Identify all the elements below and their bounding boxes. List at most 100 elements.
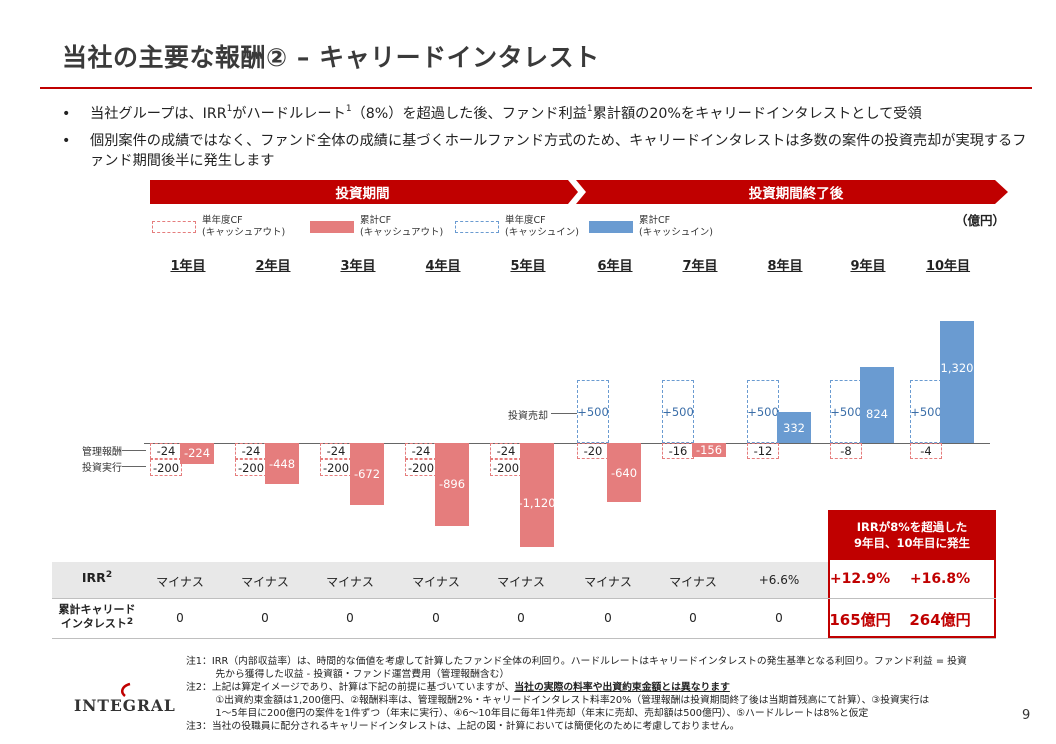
phase-post-investment-label: 投資期間終了後 — [748, 186, 844, 202]
year-label: 2年目 — [255, 259, 291, 274]
irr-cell: マイナス — [584, 575, 632, 589]
irr-cell: マイナス — [412, 575, 460, 589]
carry-cell: 165億円 — [829, 611, 891, 629]
year-label: 5年目 — [510, 259, 546, 274]
carry-cell: 0 — [775, 611, 783, 625]
irr-cell: マイナス — [156, 575, 204, 589]
note-1: 注1：IRR（内部収益率）は、時間的な価値を考慮して計算したファンド全体の利回り… — [186, 656, 967, 667]
logo-text: INTEGRAL — [74, 696, 176, 715]
page-number: 9 — [1022, 708, 1031, 723]
legend-swatch-dashed-red — [152, 221, 196, 233]
investment-value: -200 — [152, 461, 180, 475]
investment-value: -200 — [492, 461, 520, 475]
sale-leader — [551, 413, 577, 414]
legend-label: 単年度CF (キャッシュイン) — [505, 215, 579, 238]
carry-cell: 0 — [261, 611, 269, 625]
irr-cell: マイナス — [241, 575, 289, 589]
cumulative-bar — [180, 443, 214, 464]
legend-label: 累計CF (キャッシュアウト) — [360, 215, 444, 238]
bullet-1-text: 当社グループは、IRR1がハードルレート1（8%）を超過した後、ファンド利益1累… — [90, 104, 922, 122]
cumulative-value: -448 — [268, 456, 296, 471]
cumulative-bar — [607, 443, 641, 503]
investment-value: -200 — [237, 461, 265, 475]
carry-cell: 0 — [432, 611, 440, 625]
mgmt-fee-value: -16 — [668, 444, 688, 458]
carry-cell: 264億円 — [909, 611, 971, 629]
cumulative-bar — [265, 443, 299, 485]
irr-cell: +12.9% — [829, 571, 891, 587]
legend-swatch-dashed-blue — [455, 221, 499, 233]
sale-value: +500 — [577, 405, 609, 419]
cumulative-value: -640 — [610, 465, 638, 480]
cumulative-value: -224 — [183, 446, 211, 461]
bullet-dot: • — [62, 106, 71, 122]
mgmt-fee-value: -12 — [753, 444, 773, 458]
mgmt-fee-value: -24 — [326, 444, 346, 458]
irr-cell: マイナス — [669, 575, 717, 589]
mgmt-fee-value: -8 — [840, 444, 852, 458]
year-label: 4年目 — [425, 259, 461, 274]
investment-label: 投資実行 — [82, 463, 122, 474]
cumulative-bar — [860, 366, 894, 443]
bullet-1: • 当社グループは、IRR1がハードルレート1（8%）を超過した後、ファンド利益… — [62, 104, 1022, 124]
mgmt-fee-value: -24 — [241, 444, 261, 458]
phase-banners — [150, 180, 1008, 204]
sale-mark — [577, 379, 609, 443]
irr-cell: マイナス — [497, 575, 545, 589]
year-label: 7年目 — [682, 259, 718, 274]
note-2: 注2：上記は算定イメージであり、計算は下記の前提に基づいていますが、当社の実際の… — [186, 682, 730, 693]
cumulative-value: -896 — [438, 477, 466, 492]
cumulative-value: -156 — [695, 443, 723, 458]
cumulative-bar — [692, 443, 726, 458]
investment-leader — [122, 466, 146, 467]
year-label: 3年目 — [340, 259, 376, 274]
sale-label: 投資売却 — [508, 411, 548, 422]
sale-value: +500 — [910, 405, 942, 419]
legend-swatch-solid-red — [310, 221, 354, 233]
cumulative-bar — [777, 412, 811, 443]
investment-value: -200 — [407, 461, 435, 475]
carry-cell: 0 — [346, 611, 354, 625]
page-title: 当社の主要な報酬② – キャリードインタレスト — [62, 43, 600, 72]
irr-cell: マイナス — [326, 575, 374, 589]
title-divider — [40, 87, 1032, 89]
logo-mark-icon — [121, 682, 131, 697]
legend-label: 累計CF (キャッシュイン) — [639, 215, 713, 238]
cumulative-value: -672 — [353, 467, 381, 482]
cumulative-bar — [435, 443, 469, 526]
mgmt-fee-value: -20 — [583, 444, 603, 458]
note-1-cont: 先から獲得した収益 - 投資額・ファンド運営費用（管理報酬含む） — [186, 669, 510, 680]
mgmt-fee-label: 管理報酬 — [82, 447, 122, 458]
unit-label: （億円） — [955, 213, 1006, 228]
year-label: 1年目 — [170, 259, 206, 274]
cumulative-bar — [940, 320, 974, 443]
bullet-2-text: 個別案件の成績ではなく、ファンド全体の成績に基づくホールファンド方式のため、キャ… — [90, 133, 1027, 169]
cumulative-value: 332 — [783, 420, 805, 435]
row-divider — [52, 598, 996, 599]
cumulative-value: 1,320 — [940, 360, 974, 375]
mgmt-fee-leader — [122, 450, 146, 451]
mgmt-fee-mark — [830, 443, 862, 459]
carry-cell: 0 — [176, 611, 184, 625]
carry-cell: 0 — [517, 611, 525, 625]
sale-value: +500 — [830, 405, 862, 419]
cumulative-bar — [520, 443, 554, 547]
cumulative-bar — [350, 443, 384, 506]
carry-cell: 0 — [604, 611, 612, 625]
investment-value: -200 — [322, 461, 350, 475]
highlight-title: IRRが8%を超過した 9年目、10年目に発生 — [828, 510, 996, 560]
year-label: 8年目 — [767, 259, 803, 274]
investment-mark — [150, 459, 182, 476]
mgmt-fee-value: -24 — [411, 444, 431, 458]
legend-label: 単年度CF (キャッシュアウト) — [202, 215, 286, 238]
irr-cell: +16.8% — [909, 571, 971, 587]
year-label: 9年目 — [850, 259, 886, 274]
bullet-2: • 個別案件の成績ではなく、ファンド全体の成績に基づくホールファンド方式のため、… — [62, 131, 1026, 171]
cumulative-value: -1,120 — [518, 495, 556, 510]
legend-swatch-solid-blue — [589, 221, 633, 233]
mgmt-fee-value: -24 — [496, 444, 516, 458]
zero-axis — [144, 443, 990, 444]
note-2-item1: ①出資約束金額は1,200億円、②報酬料率は、管理報酬2%・キャリードインタレス… — [186, 695, 930, 706]
sale-mark — [662, 379, 694, 443]
